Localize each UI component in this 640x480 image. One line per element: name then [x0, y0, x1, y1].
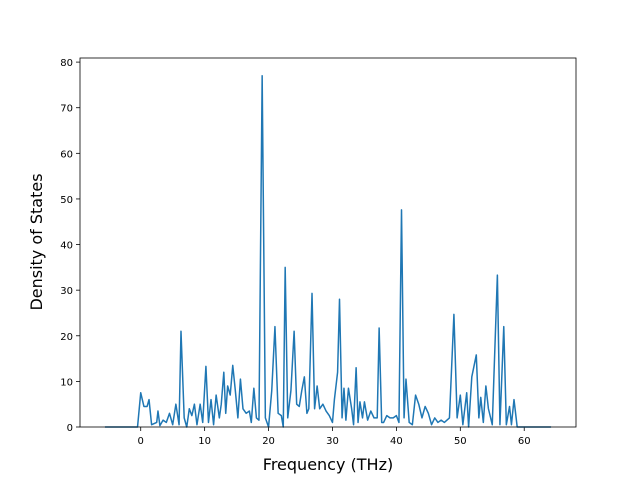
- y-tick-label: 0: [67, 423, 73, 434]
- x-tick-label: 20: [262, 436, 275, 447]
- y-tick-label: 20: [60, 332, 73, 343]
- x-tick-label: 0: [138, 436, 144, 447]
- y-tick-label: 10: [60, 377, 73, 388]
- x-tick-label: 60: [518, 436, 531, 447]
- y-tick-label: 60: [60, 149, 73, 160]
- x-axis-label: Frequency (THz): [263, 455, 393, 474]
- dos-line: [104, 75, 552, 428]
- y-axis-label: Density of States: [27, 173, 46, 310]
- y-tick-label: 70: [60, 104, 73, 115]
- x-tick-label: 40: [390, 436, 403, 447]
- y-tick-label: 80: [60, 58, 73, 69]
- x-tick-label: 10: [198, 436, 211, 447]
- y-tick-label: 30: [60, 286, 73, 297]
- plot-frame: [79, 57, 577, 428]
- x-tick-label: 30: [326, 436, 339, 447]
- x-tick-label: 50: [454, 436, 467, 447]
- y-tick-label: 40: [60, 241, 73, 252]
- y-tick-label: 50: [60, 195, 73, 206]
